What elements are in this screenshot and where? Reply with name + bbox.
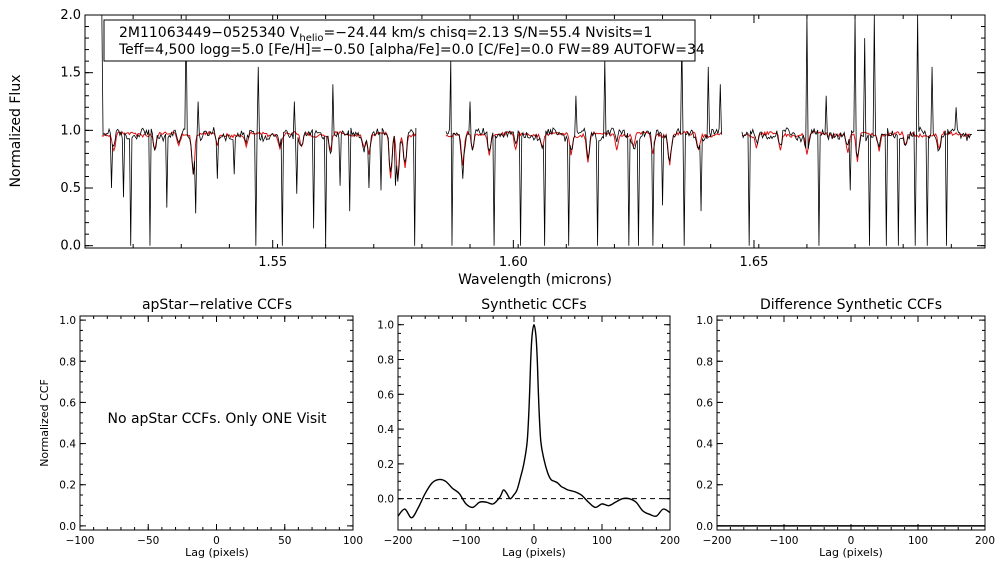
x-tick-label: 50	[278, 535, 291, 547]
difference-ccf-panel: −200 −100 0 100 200 0.0 0.2 0.4 0.6 0.8 1.0 Differ…	[696, 297, 995, 559]
y-tick-label: 0.0	[59, 521, 76, 533]
difference-title: Difference Synthetic CCFs	[760, 297, 942, 313]
spectrum-marks	[101, 14, 972, 246]
x-tick-label: 100	[343, 535, 363, 547]
y-tick-label: 0.2	[59, 480, 76, 492]
y-tick-label: 0.0	[696, 521, 713, 533]
info-box-frame	[103, 19, 696, 62]
synthetic-ccf-panel: −200 −100 0 100 200 0.0 0.2 0.4 0.6 0.8 1.0 Synthe…	[377, 297, 680, 559]
x-tick-label: 200	[660, 535, 680, 547]
v-rest: =−24.44 km/s chisq=2.13 S/N=55.4 Nvisits…	[324, 25, 653, 41]
y-tick-label: 2.0	[60, 8, 81, 23]
spectrum-ticks: 1.55 1.60 1.65 0.0 0.5 1.0 1.5 2.0	[60, 8, 985, 270]
x-tick-label: −100	[66, 535, 95, 547]
x-tick-label: 0	[531, 535, 538, 547]
x-tick-label: −50	[137, 535, 159, 547]
y-tick-label: 0.4	[59, 439, 76, 451]
apstar-ylabel: Normalized CCF	[38, 379, 51, 467]
star-id: 2M11063449−0525340	[119, 25, 285, 41]
observed-spectrum-line-chip-1	[101, 14, 417, 246]
synthetic-ticks: −200 −100 0 100 200 0.0 0.2 0.4 0.6 0.8 1.0	[377, 316, 680, 547]
apstar-xlabel: Lag (pixels)	[185, 546, 249, 559]
y-tick-label: 1.0	[696, 315, 713, 327]
y-tick-label: 0.6	[696, 397, 713, 409]
x-tick-label: −100	[452, 535, 481, 547]
y-tick-label: 1.0	[377, 320, 394, 332]
x-tick-label: 1.60	[499, 255, 528, 270]
x-tick-label: −100	[770, 535, 799, 547]
synthetic-title: Synthetic CCFs	[481, 297, 586, 313]
x-tick-label: 100	[592, 535, 612, 547]
y-tick-label: 0.0	[60, 239, 81, 254]
info-box: 2M11063449−0525340 Vhelio=−24.44 km/s ch…	[103, 19, 705, 62]
info-line-2: Teff=4,500 logg=5.0 [Fe/H]=−0.50 [alpha/…	[118, 42, 705, 58]
x-tick-label: −200	[703, 535, 732, 547]
y-tick-label: 0.6	[59, 397, 76, 409]
y-tick-label: 1.0	[59, 315, 76, 327]
synthetic-xlabel: Lag (pixels)	[502, 546, 566, 559]
x-tick-label: 100	[908, 535, 928, 547]
synthetic-marks	[397, 323, 671, 519]
x-tick-label: 200	[975, 535, 995, 547]
difference-axes-frame	[716, 315, 986, 531]
y-tick-label: 0.8	[377, 354, 394, 366]
spectrum-axes-frame	[84, 14, 986, 249]
model-spectrum-line-chip-3	[741, 130, 972, 162]
y-tick-label: 0.5	[60, 181, 81, 196]
observed-spectrum-line-chip-3	[741, 14, 972, 246]
y-tick-label: 1.5	[60, 66, 81, 81]
difference-ticks: −200 −100 0 100 200 0.0 0.2 0.4 0.6 0.8 1.0	[696, 315, 995, 547]
y-tick-label: 1.0	[60, 123, 81, 138]
info-line-1: 2M11063449−0525340 Vhelio=−24.44 km/s ch…	[119, 25, 652, 44]
x-tick-label: 0	[213, 535, 220, 547]
x-tick-label: 0	[848, 535, 855, 547]
y-tick-label: 0.4	[377, 424, 394, 436]
apstar-ccf-panel: −100 −50 0 50 100 0.0 0.2 0.4 0.6 0.8 1.0 apStar−r…	[38, 297, 363, 559]
spectrum-panel: 1.55 1.60 1.65 0.0 0.5 1.0 1.5 2.0 Normalized F…	[8, 8, 986, 288]
v-subscript: helio	[299, 33, 323, 44]
spectrum-xlabel: Wavelength (microns)	[458, 272, 612, 288]
x-tick-label: 1.65	[740, 255, 769, 270]
x-tick-label: 1.55	[258, 255, 287, 270]
y-tick-label: 0.4	[696, 439, 713, 451]
y-tick-label: 0.6	[377, 389, 394, 401]
y-tick-label: 0.2	[377, 459, 394, 471]
y-tick-label: 0.8	[59, 356, 76, 368]
observed-spectrum-line-chip-2	[445, 38, 722, 246]
x-tick-label: −200	[384, 535, 413, 547]
no-ccf-message: No apStar CCFs. Only ONE Visit	[107, 411, 327, 427]
difference-xlabel: Lag (pixels)	[819, 546, 883, 559]
apstar-ticks: −100 −50 0 50 100 0.0 0.2 0.4 0.6 0.8 1.0	[59, 315, 363, 547]
y-tick-label: 0.8	[696, 356, 713, 368]
synthetic-axes-frame	[397, 315, 671, 531]
synthetic-ccf-line	[397, 323, 671, 519]
y-tick-label: 0.0	[377, 494, 394, 506]
v-letter: V	[290, 25, 300, 41]
y-tick-label: 0.2	[696, 480, 713, 492]
spectrum-ylabel: Normalized Flux	[8, 75, 24, 188]
apstar-title: apStar−relative CCFs	[142, 297, 292, 313]
